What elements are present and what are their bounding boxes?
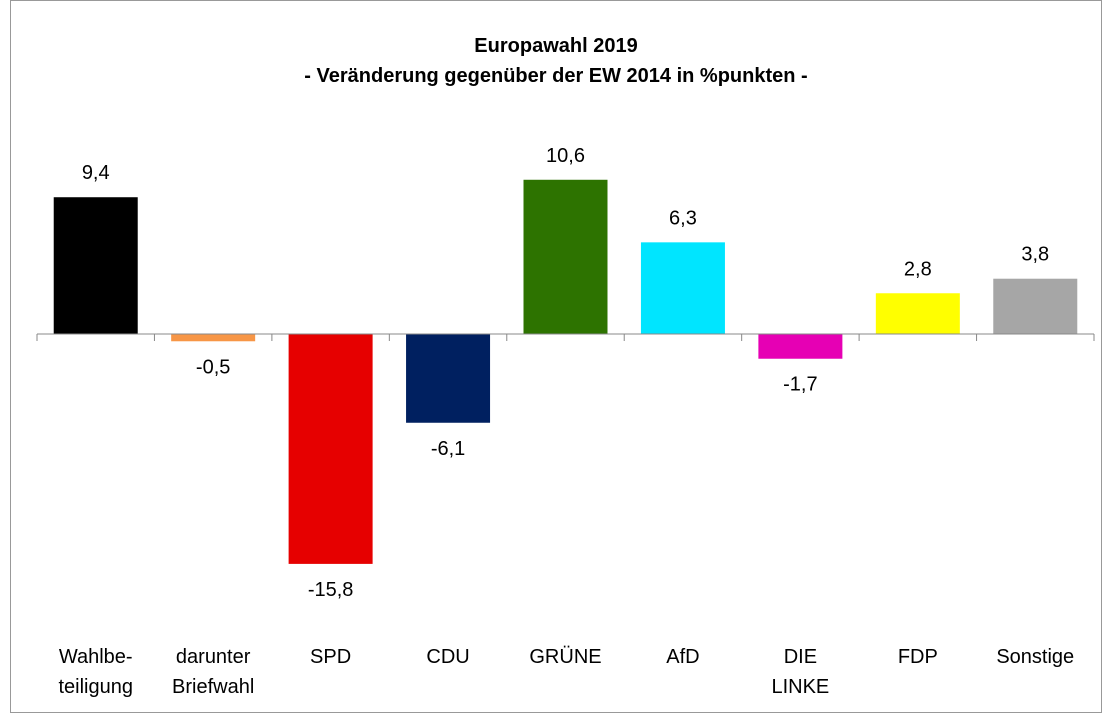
x-tick-label: Wahlbe- teiligung <box>58 646 133 698</box>
bar <box>640 242 725 334</box>
x-tick-label: CDU <box>426 646 470 668</box>
x-tick-label: darunter Briefwahl <box>172 646 255 698</box>
chart-subtitle: - Veränderung gegenüber der EW 2014 in %… <box>304 65 807 87</box>
bar <box>406 334 491 423</box>
chart-frame <box>10 0 1102 713</box>
x-tick-label: GRÜNE <box>529 646 602 668</box>
x-tick-label: AfD <box>666 646 700 668</box>
value-label: 10,6 <box>546 145 585 167</box>
x-tick-label: Sonstige <box>996 646 1075 668</box>
value-label: -15,8 <box>308 579 354 601</box>
x-tick-label: DIE LINKE <box>771 646 830 698</box>
x-tick-label: FDP <box>897 646 938 668</box>
chart-title: Europawahl 2019 <box>474 35 637 57</box>
bar <box>758 334 843 359</box>
bar <box>523 179 608 334</box>
bar <box>171 334 256 342</box>
bar <box>875 293 960 334</box>
value-label: 9,4 <box>82 162 110 184</box>
value-label: 3,8 <box>1021 244 1049 266</box>
bar <box>288 334 373 564</box>
bar <box>53 197 138 334</box>
value-label: 6,3 <box>669 207 697 229</box>
value-label: -0,5 <box>196 356 230 378</box>
x-tick-label: SPD <box>310 646 352 668</box>
bar <box>993 278 1078 334</box>
value-label: 2,8 <box>904 258 932 280</box>
value-label: -6,1 <box>431 438 465 460</box>
value-label: -1,7 <box>783 374 817 396</box>
